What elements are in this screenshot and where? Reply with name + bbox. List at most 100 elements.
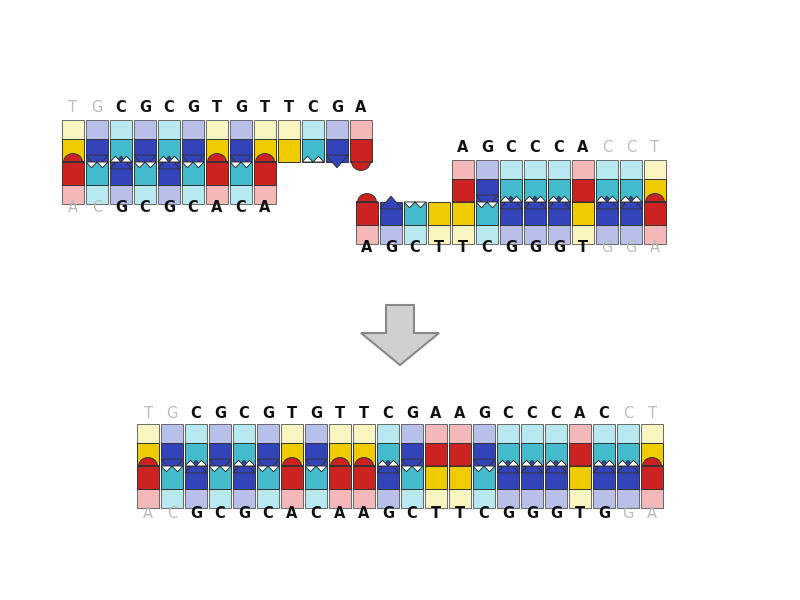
- Bar: [620, 225, 642, 244]
- Text: G: G: [626, 241, 637, 256]
- Bar: [593, 443, 615, 466]
- Text: A: A: [211, 200, 222, 215]
- Bar: [134, 139, 156, 162]
- Polygon shape: [161, 466, 183, 472]
- Bar: [593, 489, 615, 508]
- Text: A: A: [574, 406, 586, 421]
- Text: T: T: [575, 505, 585, 520]
- Text: C: C: [526, 406, 538, 421]
- Bar: [404, 225, 426, 244]
- Polygon shape: [158, 156, 180, 169]
- Bar: [161, 466, 183, 489]
- Polygon shape: [302, 156, 324, 162]
- Bar: [134, 185, 156, 204]
- Polygon shape: [110, 156, 132, 162]
- Bar: [110, 139, 132, 162]
- Bar: [476, 179, 498, 202]
- Bar: [452, 202, 474, 225]
- Polygon shape: [134, 162, 156, 168]
- Text: A: A: [650, 241, 660, 256]
- Bar: [572, 160, 594, 179]
- Text: G: G: [553, 241, 565, 256]
- Text: C: C: [478, 505, 490, 520]
- Bar: [137, 424, 159, 443]
- Text: T: T: [260, 100, 270, 115]
- Bar: [305, 443, 327, 466]
- Bar: [401, 424, 423, 443]
- Polygon shape: [110, 156, 132, 169]
- Text: G: G: [526, 505, 538, 520]
- Bar: [620, 179, 642, 202]
- Polygon shape: [500, 196, 522, 202]
- Text: G: G: [550, 505, 562, 520]
- Text: A: A: [454, 406, 466, 421]
- Polygon shape: [86, 162, 108, 168]
- Bar: [182, 185, 204, 204]
- Bar: [497, 489, 519, 508]
- Polygon shape: [326, 155, 348, 168]
- Bar: [500, 160, 522, 179]
- Text: A: A: [68, 200, 78, 215]
- Polygon shape: [641, 458, 663, 466]
- Text: G: G: [602, 241, 613, 256]
- Polygon shape: [593, 460, 615, 466]
- Text: C: C: [482, 241, 492, 256]
- Polygon shape: [305, 466, 327, 472]
- Polygon shape: [185, 460, 207, 466]
- Bar: [569, 489, 591, 508]
- Polygon shape: [361, 305, 439, 365]
- Bar: [62, 185, 84, 204]
- Text: C: C: [410, 241, 420, 256]
- Bar: [545, 424, 567, 443]
- Bar: [158, 162, 180, 185]
- Bar: [137, 489, 159, 508]
- Bar: [617, 489, 639, 508]
- Bar: [617, 466, 639, 489]
- Bar: [158, 185, 180, 204]
- Polygon shape: [572, 202, 594, 211]
- Polygon shape: [233, 460, 255, 466]
- Bar: [86, 120, 108, 139]
- Bar: [206, 185, 228, 204]
- Polygon shape: [473, 459, 495, 472]
- Bar: [641, 443, 663, 466]
- Bar: [182, 139, 204, 162]
- Bar: [476, 225, 498, 244]
- Bar: [593, 466, 615, 489]
- Bar: [86, 162, 108, 185]
- Bar: [473, 424, 495, 443]
- Polygon shape: [257, 466, 279, 472]
- Polygon shape: [449, 466, 471, 475]
- Polygon shape: [356, 194, 378, 202]
- Bar: [62, 139, 84, 162]
- Text: T: T: [335, 406, 345, 421]
- Bar: [377, 489, 399, 508]
- Bar: [548, 160, 570, 179]
- Text: T: T: [458, 241, 468, 256]
- Text: A: A: [259, 200, 270, 215]
- Bar: [524, 202, 546, 225]
- Text: C: C: [190, 406, 202, 421]
- Text: A: A: [430, 406, 442, 421]
- Text: A: A: [143, 505, 153, 520]
- Bar: [524, 225, 546, 244]
- Polygon shape: [185, 460, 207, 473]
- Polygon shape: [617, 460, 639, 473]
- Polygon shape: [254, 154, 276, 162]
- Bar: [377, 466, 399, 489]
- Text: C: C: [598, 406, 610, 421]
- Text: T: T: [287, 406, 297, 421]
- Bar: [185, 424, 207, 443]
- Bar: [329, 424, 351, 443]
- Bar: [644, 179, 666, 202]
- Text: C: C: [310, 505, 322, 520]
- Bar: [497, 424, 519, 443]
- Bar: [281, 466, 303, 489]
- Polygon shape: [545, 460, 567, 473]
- Text: G: G: [187, 100, 199, 115]
- Text: C: C: [140, 200, 150, 215]
- Bar: [476, 202, 498, 225]
- Bar: [428, 225, 450, 244]
- Text: A: A: [458, 140, 469, 155]
- Text: G: G: [166, 406, 178, 421]
